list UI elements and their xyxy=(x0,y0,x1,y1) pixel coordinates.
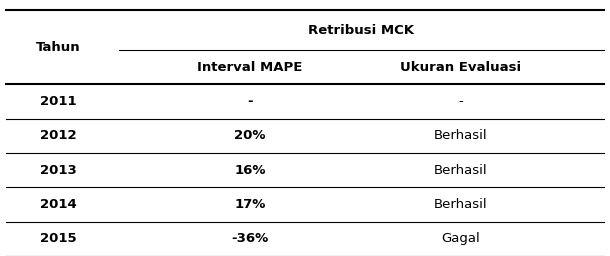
Text: Ukuran Evaluasi: Ukuran Evaluasi xyxy=(400,61,521,74)
Text: Berhasil: Berhasil xyxy=(434,130,487,142)
Text: -: - xyxy=(458,95,463,108)
Text: 2015: 2015 xyxy=(40,232,76,245)
Text: Berhasil: Berhasil xyxy=(434,164,487,177)
Text: 2014: 2014 xyxy=(40,198,76,211)
Text: Gagal: Gagal xyxy=(441,232,480,245)
Text: -36%: -36% xyxy=(231,232,269,245)
Text: 20%: 20% xyxy=(234,130,266,142)
Text: Tahun: Tahun xyxy=(35,41,81,54)
Text: Retribusi MCK: Retribusi MCK xyxy=(309,24,414,37)
Text: 16%: 16% xyxy=(234,164,266,177)
Text: 2013: 2013 xyxy=(40,164,76,177)
Text: 2011: 2011 xyxy=(40,95,76,108)
Text: 17%: 17% xyxy=(234,198,266,211)
Text: Interval MAPE: Interval MAPE xyxy=(198,61,303,74)
Text: Berhasil: Berhasil xyxy=(434,198,487,211)
Text: 2012: 2012 xyxy=(40,130,76,142)
Text: -: - xyxy=(247,95,253,108)
